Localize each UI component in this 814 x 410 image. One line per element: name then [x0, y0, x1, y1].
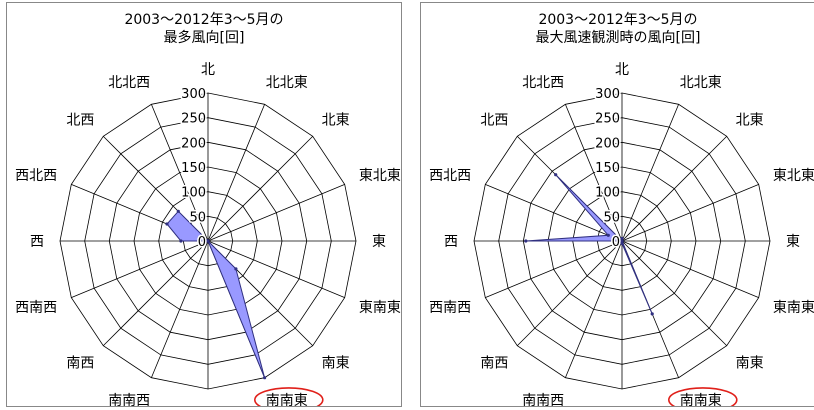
tick-label: 150	[181, 161, 206, 176]
grid-spoke	[207, 104, 266, 242]
tick-label: 100	[595, 186, 620, 201]
data-point	[176, 209, 180, 213]
data-point	[606, 233, 610, 237]
grid-spoke	[150, 104, 209, 242]
chart-title-line-1: 2003～2012年3～5月の	[124, 12, 284, 28]
grid-spoke	[564, 104, 623, 242]
tick-label: 50	[603, 210, 620, 225]
grid-spoke	[103, 240, 209, 346]
direction-label: 南南東	[266, 393, 308, 406]
tick-label: 0	[198, 235, 206, 250]
chart-title-line-2: 最多風向[回]	[163, 30, 245, 46]
highlight-ellipse	[668, 387, 738, 406]
data-point	[234, 267, 238, 271]
direction-label: 北北西	[108, 75, 150, 91]
data-point	[620, 241, 624, 246]
data-point	[206, 239, 210, 243]
chart-panel-max-wind: 2003～2012年3～5月の 最大風速観測時の風向[回] 0 50 100 150 2…	[420, 2, 814, 407]
direction-label: 南西	[480, 356, 508, 372]
grid-spoke	[621, 240, 727, 346]
direction-label: 南東	[322, 356, 350, 372]
direction-label: 北北西	[522, 75, 564, 91]
tick-label: 250	[181, 112, 206, 127]
direction-label: 東南東	[773, 300, 814, 316]
radar-chart: 050100150200250300北北北東北東東北東東東南東南東南南東南南南西…	[429, 62, 814, 406]
direction-label: 北	[201, 62, 215, 78]
grid-spoke	[517, 240, 623, 346]
direction-label: 東北東	[359, 168, 401, 184]
direction-label: 南東	[736, 356, 764, 372]
tick-label: 200	[595, 136, 620, 151]
grid-spoke	[621, 183, 759, 242]
data-series-area	[525, 174, 653, 315]
tick-label: 200	[181, 136, 206, 151]
data-point	[179, 239, 183, 243]
direction-label: 南南西	[522, 393, 564, 406]
tick-label: 0	[612, 235, 620, 250]
direction-label: 南南東	[680, 393, 722, 406]
tick-label: 100	[181, 186, 206, 201]
direction-label: 東	[372, 234, 386, 250]
grid-spoke	[71, 240, 209, 299]
grid-spoke	[150, 240, 209, 378]
tick-label: 250	[595, 112, 620, 127]
direction-label: 北東	[736, 112, 764, 128]
grid-spoke	[621, 104, 680, 242]
direction-label: 東南東	[359, 300, 401, 316]
data-point	[620, 239, 624, 243]
grid-spoke	[485, 240, 623, 299]
tick-label: 150	[595, 161, 620, 176]
direction-label: 西北西	[15, 168, 57, 184]
chart-title-line-2: 最大風速観測時の風向[回]	[535, 30, 701, 46]
direction-label: 南南西	[108, 393, 150, 406]
highlight-ellipse	[254, 387, 324, 406]
direction-label: 東北東	[773, 168, 814, 184]
grid-spoke	[621, 240, 759, 299]
chart-title-line-1: 2003～2012年3～5月の	[538, 12, 698, 28]
direction-label: 北西	[480, 112, 508, 128]
tick-label: 50	[189, 210, 206, 225]
direction-label: 西南西	[429, 300, 471, 316]
data-point	[524, 239, 528, 243]
direction-label: 西南西	[15, 300, 57, 316]
direction-label: 西	[444, 234, 458, 250]
grid-spoke	[207, 136, 313, 242]
chart-panel-most-frequent: 2003～2012年3～5月の 最多風向[回] 0 50 100 150 200 250 3…	[6, 2, 402, 407]
direction-label: 北北東	[266, 75, 308, 91]
data-point	[620, 236, 624, 241]
data-point	[554, 173, 558, 177]
grid-spoke	[207, 183, 345, 242]
tick-label: 300	[181, 87, 206, 102]
data-point	[165, 222, 169, 226]
tick-label: 300	[595, 87, 620, 102]
grid-spoke	[621, 136, 727, 242]
data-point	[263, 376, 267, 380]
direction-label: 西	[30, 234, 44, 250]
direction-label: 西北西	[429, 168, 471, 184]
data-series-area	[166, 210, 266, 378]
chart-title: 2003～2012年3～5月の 最大風速観測時の風向[回]	[421, 11, 814, 47]
direction-label: 南西	[66, 356, 94, 372]
grid-spoke	[207, 240, 345, 299]
grid-spoke	[564, 240, 623, 378]
radar-chart: 050100150200250300北北北東北東東北東東東南東南東南南東南南南西…	[15, 62, 401, 406]
direction-label: 東	[786, 234, 800, 250]
data-point	[650, 312, 654, 316]
direction-label: 北北東	[680, 75, 722, 91]
grid-spoke	[485, 183, 623, 242]
direction-label: 北西	[66, 112, 94, 128]
direction-label: 北	[615, 62, 629, 78]
chart-title: 2003～2012年3～5月の 最多風向[回]	[7, 11, 401, 47]
direction-label: 北東	[322, 112, 350, 128]
